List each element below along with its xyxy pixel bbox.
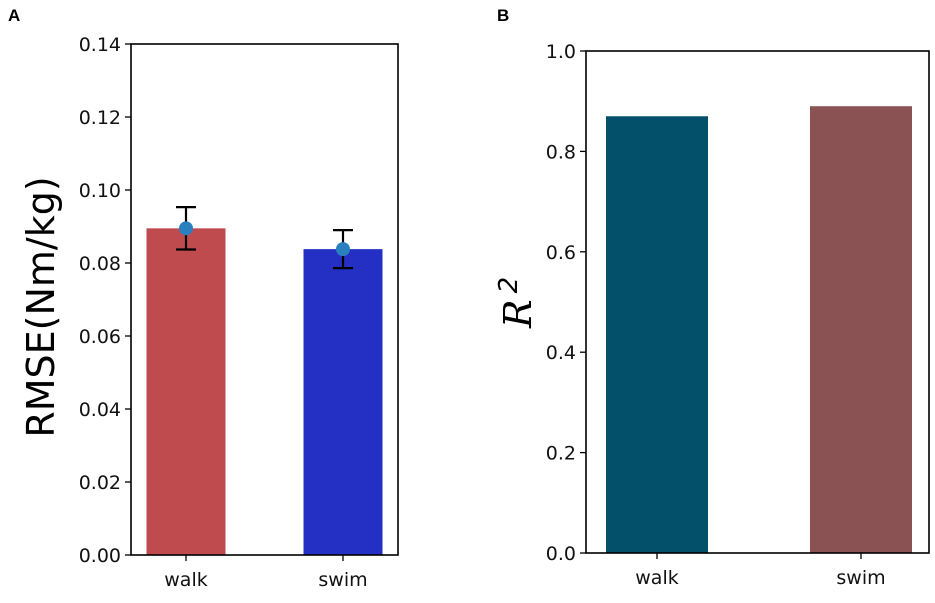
y-axis-label-a: RMSE(Nm/kg) bbox=[19, 176, 63, 437]
y-tick-label: 0.02 bbox=[79, 472, 121, 494]
y-tick-label: 0.04 bbox=[79, 399, 121, 421]
y-axis-label-b: R2 bbox=[494, 277, 540, 329]
axes-frame bbox=[585, 50, 930, 554]
x-tick-label-swim: swim bbox=[836, 567, 885, 589]
bar-walk bbox=[606, 116, 708, 553]
y-tick-label: 0.0 bbox=[546, 543, 576, 565]
y-tick-label: 0.08 bbox=[79, 253, 121, 275]
panel-label-a: A bbox=[8, 6, 20, 25]
plot-area-a: 0.00 0.02 0.04 0.06 0.08 0.10 0.12 0.14 walk swim bbox=[79, 34, 399, 591]
y-tick-label: 0.4 bbox=[546, 342, 576, 364]
y-tick-label: 0.2 bbox=[546, 443, 576, 465]
y-tick-label: 1.0 bbox=[546, 41, 576, 63]
mean-marker-swim bbox=[336, 242, 350, 257]
y-tick-label: 0.06 bbox=[79, 326, 121, 348]
axes-frame bbox=[130, 43, 399, 556]
y-tick-label: 0.6 bbox=[546, 242, 576, 264]
y-axis-label-b-superscript: 2 bbox=[494, 277, 524, 294]
plot-area-b: 0.0 0.2 0.4 0.6 0.8 1.0 walk swim bbox=[546, 41, 930, 589]
bar-swim bbox=[303, 249, 383, 555]
y-tick-label: 0.10 bbox=[79, 180, 121, 202]
bar-walk bbox=[146, 228, 226, 555]
panel-label-b: B bbox=[497, 6, 509, 25]
y-tick-label: 0.00 bbox=[79, 545, 121, 567]
y-tick-label: 0.12 bbox=[79, 107, 121, 129]
x-tick-label-walk: walk bbox=[164, 569, 207, 591]
x-tick-label-walk: walk bbox=[635, 567, 678, 589]
mean-marker-walk bbox=[179, 221, 193, 236]
bar-swim bbox=[810, 106, 912, 553]
panel-a: A RMSE(Nm/kg) 0.000.020.040.060.080.100.… bbox=[8, 6, 399, 591]
x-tick-label-swim: swim bbox=[318, 569, 367, 591]
y-tick-label: 0.14 bbox=[79, 34, 121, 56]
y-tick-label: 0.8 bbox=[546, 141, 576, 163]
y-axis-label-b-base: R bbox=[496, 299, 540, 329]
